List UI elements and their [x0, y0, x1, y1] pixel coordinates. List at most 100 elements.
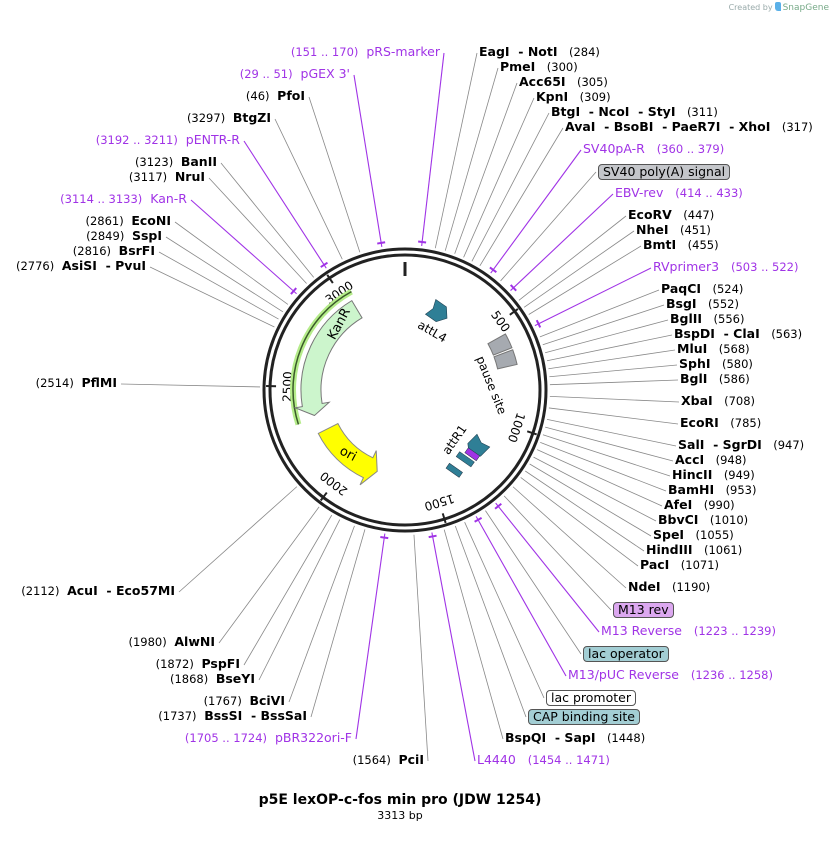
- feature-lac-cluster[interactable]: [445, 462, 463, 478]
- primer-site-mark: [509, 284, 517, 292]
- enzyme-site-bsgi[interactable]: BsgI (552): [666, 297, 739, 312]
- enzyme-name: BtgI - NcoI - StyI: [551, 104, 676, 119]
- feature-kanr[interactable]: [293, 299, 363, 417]
- credit-prefix: Created by: [728, 3, 773, 12]
- enzyme-site-paci[interactable]: PacI (1071): [640, 558, 719, 573]
- feature-lac-cluster[interactable]: [455, 451, 475, 468]
- enzyme-site-eagi-noti[interactable]: EagI - NotI (284): [479, 45, 600, 60]
- primer-range: (1454 .. 1471): [527, 753, 610, 767]
- enzyme-site-asisi-pvui[interactable]: (2776) AsiSI - PvuI: [16, 259, 146, 274]
- primer-name: M13 Reverse: [601, 623, 682, 638]
- enzyme-site-pspfi[interactable]: (1872) PspFI: [156, 657, 240, 672]
- enzyme-site-acci[interactable]: AccI (948): [675, 452, 747, 468]
- leader-line: [529, 463, 652, 537]
- enzyme-site-kpni[interactable]: KpnI (309): [536, 90, 611, 105]
- feature-tag-m13-rev[interactable]: M13 rev: [613, 602, 674, 618]
- feature-pause-site-1[interactable]: [487, 333, 513, 356]
- enzyme-site-econi[interactable]: (2861) EcoNI: [85, 214, 171, 229]
- feature-tag-sv40-poly-a-signal[interactable]: SV40 poly(A) signal: [598, 164, 731, 180]
- enzyme-site-paqci[interactable]: PaqCI (524): [661, 282, 743, 297]
- enzyme-name: NruI: [174, 169, 205, 184]
- enzyme-site-nhei[interactable]: NheI (451): [636, 223, 711, 238]
- enzyme-site-pfoi[interactable]: (46) PfoI: [246, 89, 305, 104]
- primer-site-mark: [418, 240, 427, 244]
- enzyme-site-pflmi[interactable]: (2514) PflMI: [36, 376, 117, 391]
- enzyme-site-hincii[interactable]: HincII (949): [672, 468, 755, 483]
- enzyme-name: BanII: [180, 154, 217, 169]
- snapgene-credit: Created by SnapGene: [729, 2, 829, 13]
- primer-ebv-rev[interactable]: EBV-rev (414 .. 433): [615, 185, 743, 201]
- enzyme-site-bspdi-clai[interactable]: BspDI - ClaI (563): [674, 327, 802, 342]
- enzyme-site-avai-bsobi-paer7i-xhoi[interactable]: AvaI - BsoBI - PaeR7I - XhoI (317): [565, 120, 813, 135]
- enzyme-name: BglI: [680, 371, 708, 386]
- enzyme-site-bmti[interactable]: BmtI (455): [643, 238, 719, 253]
- enzyme-site-bsrfi[interactable]: (2816) BsrFI: [73, 244, 155, 259]
- enzyme-site-bseyi[interactable]: (1868) BseYI: [170, 672, 255, 687]
- feature-attr1[interactable]: [463, 433, 491, 461]
- enzyme-site-bbvci[interactable]: BbvCI (1010): [658, 513, 748, 528]
- primer-kan-r[interactable]: (3114 .. 3133) Kan-R: [60, 192, 187, 207]
- enzyme-site-btgi-ncoi-styi[interactable]: BtgI - NcoI - StyI (311): [551, 104, 718, 120]
- leader-line: [308, 96, 361, 253]
- feature-attl4[interactable]: [424, 298, 452, 325]
- feature-tag-lac-promoter[interactable]: lac promoter: [546, 690, 636, 706]
- primer-pgex-3[interactable]: (29 .. 51) pGEX 3': [240, 66, 350, 82]
- enzyme-site-acc65i[interactable]: Acc65I (305): [519, 75, 608, 90]
- enzyme-site-sali-sgrdi[interactable]: SalI - SgrDI (947): [678, 437, 804, 453]
- leader-line: [165, 236, 284, 313]
- enzyme-site-ecori[interactable]: EcoRI (785): [680, 415, 761, 431]
- enzyme-site-sphi[interactable]: SphI (580): [679, 357, 753, 372]
- primer-leader-line: [495, 502, 600, 633]
- enzyme-position: (3297): [186, 111, 226, 125]
- enzyme-site-spei[interactable]: SpeI (1055): [653, 528, 734, 543]
- enzyme-site-bspqi-sapi[interactable]: BspQI - SapI (1448): [505, 731, 645, 746]
- enzyme-name: BssSI - BssSaI: [204, 708, 307, 723]
- enzyme-site-bcivi[interactable]: (1767) BciVI: [204, 694, 285, 709]
- primer-site-mark: [535, 319, 542, 328]
- backbone-outer-ring: [262, 247, 548, 533]
- leader-line: [485, 510, 582, 655]
- enzyme-site-btgzi[interactable]: (3297) BtgZI: [186, 111, 271, 126]
- primer-pbr322ori-f[interactable]: (1705 .. 1724) pBR322ori-F: [185, 730, 352, 746]
- enzyme-site-pcii[interactable]: (1564) PciI: [353, 753, 424, 768]
- enzyme-site-bgli[interactable]: BglI (586): [680, 371, 750, 387]
- primer-site-mark: [290, 287, 297, 295]
- feature-ori[interactable]: [317, 422, 378, 486]
- primer-sv40pa-r[interactable]: SV40pA-R (360 .. 379): [583, 142, 724, 157]
- enzyme-site-afei[interactable]: AfeI (990): [664, 498, 735, 513]
- enzyme-site-ecorv[interactable]: EcoRV (447): [628, 208, 714, 223]
- feature-tag-cap-binding-site[interactable]: CAP binding site: [528, 709, 640, 725]
- primer-m13-reverse[interactable]: M13 Reverse (1223 .. 1239): [601, 623, 776, 639]
- enzyme-site-sspi[interactable]: (2849) SspI: [86, 229, 162, 244]
- enzyme-position: (552): [708, 297, 739, 311]
- primer-name: pBR322ori-F: [274, 730, 352, 745]
- enzyme-site-bsssi-bsssai[interactable]: (1737) BssSI - BssSaI: [158, 708, 307, 724]
- enzyme-site-alwni[interactable]: (1980) AlwNI: [128, 635, 215, 650]
- enzyme-site-pmei[interactable]: PmeI (300): [500, 60, 578, 75]
- enzyme-name: AccI: [675, 452, 705, 467]
- enzyme-site-nrui[interactable]: (3117) NruI: [129, 169, 205, 185]
- feature-lac-cluster[interactable]: [464, 447, 481, 462]
- enzyme-site-hindiii[interactable]: HindIII (1061): [646, 543, 742, 558]
- enzyme-name: SalI - SgrDI: [678, 437, 762, 452]
- enzyme-site-bglii[interactable]: BglII (556): [670, 312, 744, 327]
- primer-m13-puc-reverse[interactable]: M13/pUC Reverse (1236 .. 1258): [568, 668, 773, 683]
- enzyme-site-acui-eco57mi[interactable]: (2112) AcuI - Eco57MI: [21, 583, 175, 599]
- enzyme-site-xbai[interactable]: XbaI (708): [681, 394, 755, 409]
- primer-rvprimer3[interactable]: RVprimer3 (503 .. 522): [653, 260, 798, 275]
- feature-pause-site-2[interactable]: [493, 349, 518, 370]
- primer-name: EBV-rev: [615, 185, 664, 200]
- primer-site-mark: [489, 266, 497, 274]
- enzyme-name: AcuI - Eco57MI: [67, 583, 175, 598]
- enzyme-site-ndei[interactable]: NdeI (1190): [628, 580, 710, 595]
- leader-line: [218, 506, 320, 644]
- enzyme-site-bamhi[interactable]: BamHI (953): [668, 483, 757, 498]
- enzyme-name: EcoRI: [680, 415, 719, 430]
- feature-tag-lac-operator[interactable]: lac operator: [583, 646, 669, 662]
- primer-prs-marker[interactable]: (151 .. 170) pRS-marker: [291, 45, 440, 60]
- primer-l4440[interactable]: L4440 (1454 .. 1471): [477, 753, 610, 768]
- enzyme-site-mlui[interactable]: MluI (568): [677, 342, 750, 357]
- primer-pentr-r[interactable]: (3192 .. 3211) pENTR-R: [96, 133, 240, 148]
- enzyme-site-banii[interactable]: (3123) BanII: [135, 154, 217, 170]
- primer-name: pGEX 3': [300, 66, 350, 81]
